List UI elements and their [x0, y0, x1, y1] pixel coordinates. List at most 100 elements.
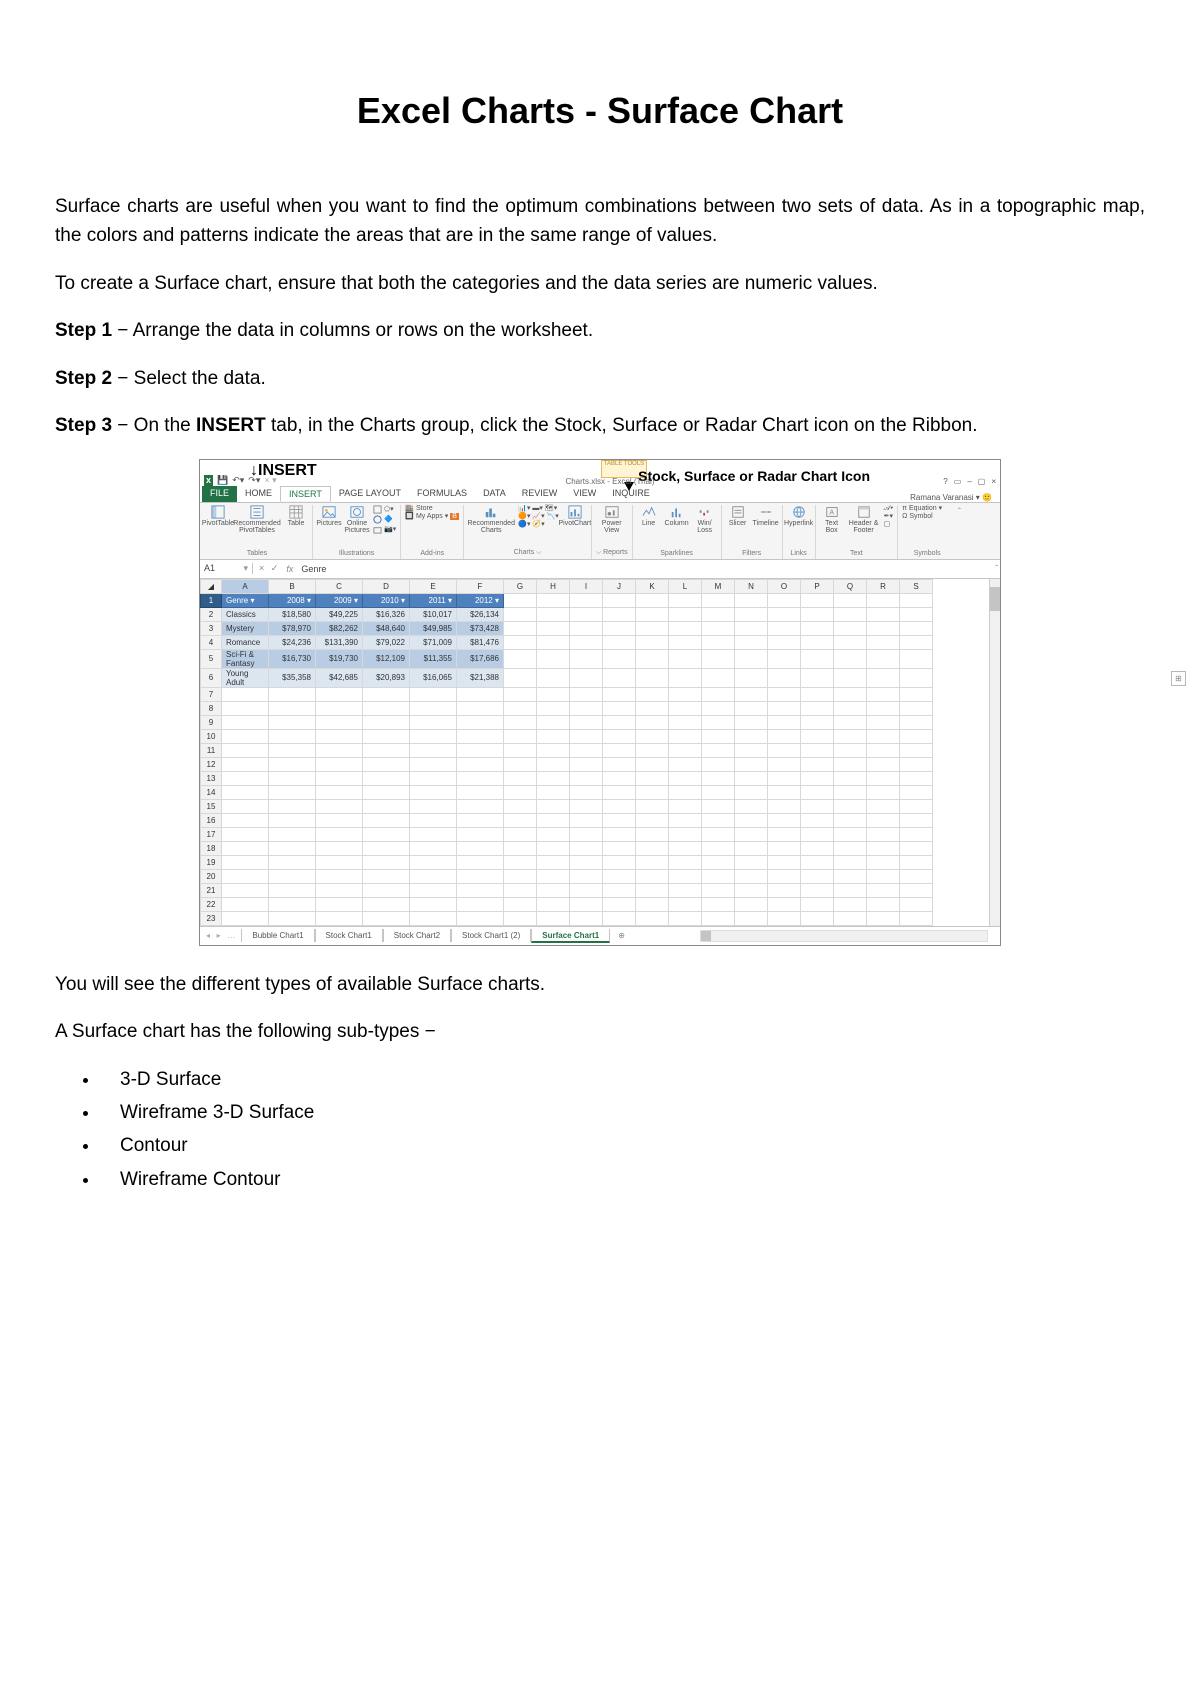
window-title: Charts.xlsx - Excel (Trial)	[277, 477, 944, 486]
screenshot-button[interactable]: 📷▾	[373, 525, 396, 534]
vertical-scrollbar[interactable]	[989, 579, 1000, 926]
intro-paragraph-2: To create a Surface chart, ensure that b…	[55, 269, 1145, 298]
fx-icon[interactable]: fx	[286, 564, 297, 574]
col-A[interactable]: A	[222, 579, 269, 593]
col-E[interactable]: E	[410, 579, 457, 593]
col-O[interactable]: O	[768, 579, 801, 593]
tab-pagelayout[interactable]: PAGE LAYOUT	[331, 486, 409, 502]
horizontal-scrollbar[interactable]	[700, 930, 988, 942]
pivottable-button[interactable]: PivotTable	[206, 505, 230, 534]
pie-chart-button[interactable]: 🟠▾ 📈▾ 📉▾	[518, 513, 559, 520]
sheet-tab-surface[interactable]: Surface Chart1	[531, 929, 610, 943]
col-M[interactable]: M	[702, 579, 735, 593]
help-icon[interactable]: ?	[943, 477, 947, 486]
powerview-button[interactable]: Power View	[600, 505, 624, 534]
tab-formulas[interactable]: FORMULAS	[409, 486, 475, 502]
step-3: Step 3 − On the INSERT tab, in the Chart…	[55, 411, 1145, 440]
col-J[interactable]: J	[603, 579, 636, 593]
col-R[interactable]: R	[867, 579, 900, 593]
sheet-nav[interactable]: ◂ ▸ …	[200, 931, 241, 940]
col-P[interactable]: P	[801, 579, 834, 593]
ribbon-display-icon[interactable]: ▭	[954, 477, 962, 486]
formula-bar-expand[interactable]: ˇ	[995, 564, 998, 573]
slicer-button[interactable]: Slicer	[726, 505, 750, 527]
textbox-button[interactable]: AText Box	[820, 505, 844, 534]
name-box[interactable]: A1▾	[200, 563, 253, 574]
select-all-corner[interactable]: ◢	[201, 579, 222, 593]
table-button[interactable]: Table	[284, 505, 308, 534]
maximize-icon[interactable]: ▢	[978, 477, 986, 486]
tab-file[interactable]: FILE	[202, 486, 237, 502]
symbol-button[interactable]: Ω Symbol	[902, 513, 952, 520]
save-icon[interactable]: 💾	[217, 475, 228, 486]
surface-chart-button[interactable]: 🔵▾ 🧭▾	[518, 521, 559, 528]
undo-icon[interactable]: ↶▾	[232, 475, 244, 486]
shapes-button[interactable]: ⬠▾	[373, 505, 396, 514]
tab-view[interactable]: VIEW	[565, 486, 604, 502]
myapps-button[interactable]: 🔲My Apps ▾ B	[405, 513, 459, 520]
col-G[interactable]: G	[504, 579, 537, 593]
step-1-label: Step 1	[55, 320, 112, 341]
object-button[interactable]: ▢	[884, 521, 894, 528]
close-icon[interactable]: ×	[991, 477, 996, 486]
minimize-icon[interactable]: –	[967, 477, 971, 486]
step-3-label: Step 3	[55, 415, 112, 436]
formula-bar-value[interactable]: Genre	[297, 564, 326, 574]
worksheet-grid[interactable]: ◢ A B C D E F G H I J K L	[200, 579, 933, 926]
col-F[interactable]: F	[457, 579, 504, 593]
col-S[interactable]: S	[900, 579, 933, 593]
sheet-tab-stock2[interactable]: Stock Chart2	[383, 929, 451, 942]
sheet-tab-stock1[interactable]: Stock Chart1	[315, 929, 383, 942]
col-K[interactable]: K	[636, 579, 669, 593]
sheet-tab-bubble[interactable]: Bubble Chart1	[241, 929, 314, 942]
col-D[interactable]: D	[363, 579, 410, 593]
sheet-tab-new[interactable]: ⊕	[610, 931, 633, 940]
tab-data[interactable]: DATA	[475, 486, 514, 502]
sigline-button[interactable]: ✒▾	[884, 513, 894, 520]
col-L[interactable]: L	[669, 579, 702, 593]
sparkline-column-button[interactable]: Column	[665, 505, 689, 534]
window-titlebar: x 💾 ↶▾ ↷▾ × ▾ Charts.xlsx - Excel (Trial…	[200, 472, 1000, 486]
col-H[interactable]: H	[537, 579, 570, 593]
store-button[interactable]: 🏬Store	[405, 505, 459, 512]
tab-home[interactable]: HOME	[237, 486, 280, 502]
excel-screenshot: ↓INSERT TABLE TOOLS Stock, Surface or Ra…	[199, 459, 1001, 946]
wordart-button[interactable]: 𝒜▾	[884, 505, 894, 512]
group-links: Links	[790, 549, 806, 559]
col-N[interactable]: N	[735, 579, 768, 593]
tab-insert[interactable]: INSERT	[280, 486, 331, 502]
group-text: Text	[850, 549, 863, 559]
col-C[interactable]: C	[316, 579, 363, 593]
col-B[interactable]: B	[269, 579, 316, 593]
svg-text:A: A	[829, 509, 834, 516]
user-name: Ramana Varanasi ▾ 🙂	[910, 493, 1000, 502]
headerfooter-button[interactable]: Header & Footer	[848, 505, 880, 534]
formula-bar-buttons[interactable]: × ✓	[253, 563, 286, 574]
subtype-contour: Contour	[100, 1131, 1145, 1160]
pivotchart-button[interactable]: PivotChart	[563, 505, 587, 534]
step-1-text: − Arrange the data in columns or rows on…	[112, 320, 593, 341]
rec-pivottable-button[interactable]: Recommended PivotTables	[234, 505, 280, 534]
pictures-button[interactable]: Pictures	[317, 505, 341, 534]
online-pictures-button[interactable]: Online Pictures	[345, 505, 369, 534]
step-2-label: Step 2	[55, 368, 112, 389]
rec-charts-button[interactable]: Recommended Charts	[468, 505, 514, 534]
excel-app-icon: x	[204, 475, 213, 486]
timeline-button[interactable]: Timeline	[754, 505, 778, 527]
redo-icon[interactable]: ↷▾	[248, 475, 260, 486]
quick-analysis-icon[interactable]: ⊞	[1171, 671, 1186, 686]
column-headers-row: ◢ A B C D E F G H I J K L	[201, 579, 933, 593]
sheet-tab-stock1-2[interactable]: Stock Chart1 (2)	[451, 929, 531, 942]
col-Q[interactable]: Q	[834, 579, 867, 593]
step-1: Step 1 − Arrange the data in columns or …	[55, 316, 1145, 345]
sparkline-line-button[interactable]: Line	[637, 505, 661, 534]
group-sparklines: Sparklines	[660, 549, 693, 559]
tab-review[interactable]: REVIEW	[514, 486, 566, 502]
smartart-button[interactable]: 🔷	[373, 515, 396, 524]
table-tools-label: TABLE TOOLS	[602, 461, 646, 467]
sparkline-winloss-button[interactable]: Win/ Loss	[693, 505, 717, 534]
col-I[interactable]: I	[570, 579, 603, 593]
hyperlink-button[interactable]: Hyperlink	[787, 505, 811, 527]
equation-button[interactable]: π Equation ▾	[902, 505, 952, 512]
column-chart-button[interactable]: 📊▾ ▬▾ 🗺▾	[518, 505, 559, 512]
